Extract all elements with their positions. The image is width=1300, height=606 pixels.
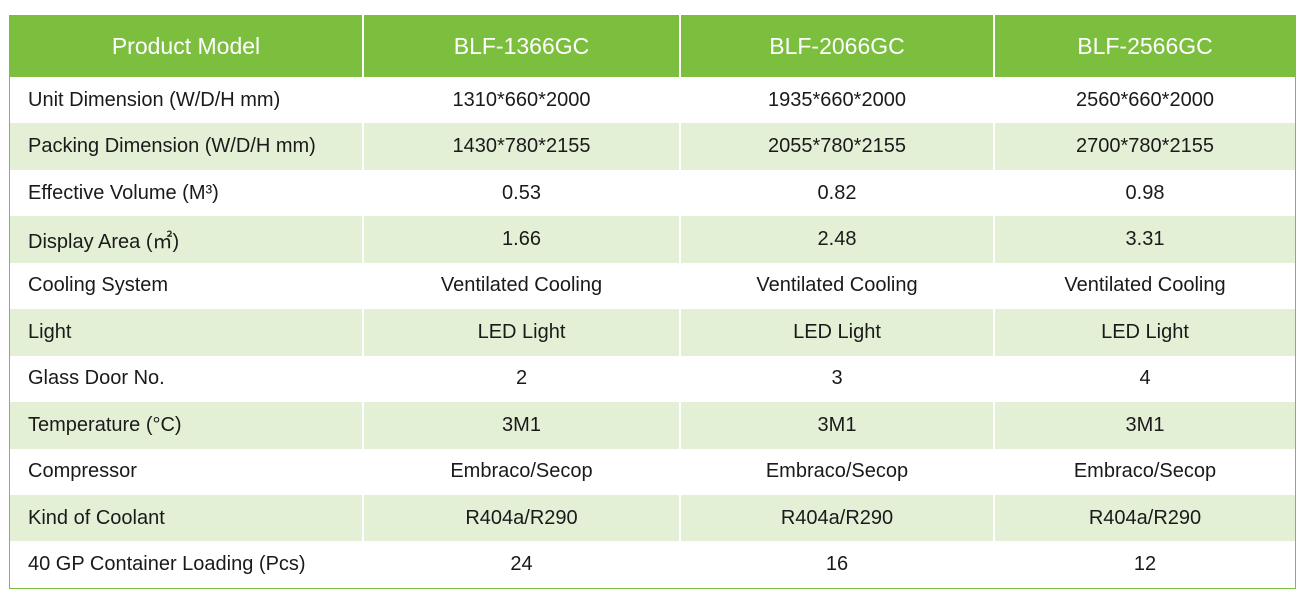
row-label: Packing Dimension (W/D/H mm) — [10, 123, 362, 170]
header-row: Product Model BLF-1366GC BLF-2066GC BLF-… — [10, 15, 1295, 77]
row-label: Glass Door No. — [10, 355, 362, 403]
row-value: 3M1 — [362, 402, 679, 449]
row-label: Compressor — [10, 448, 362, 495]
header-model-cell: BLF-1366GC — [362, 15, 679, 77]
table-row: Kind of Coolant R404a/R290 R404a/R290 R4… — [10, 494, 1295, 542]
row-label: Cooling System — [10, 262, 362, 310]
row-value: 1430*780*2155 — [362, 123, 679, 170]
header-model-cell: BLF-2566GC — [993, 15, 1295, 77]
row-label: Unit Dimension (W/D/H mm) — [10, 77, 362, 124]
row-value: 3.31 — [993, 216, 1295, 263]
row-value: 4 — [993, 355, 1295, 403]
row-value: Ventilated Cooling — [362, 262, 679, 310]
row-value: 2560*660*2000 — [993, 77, 1295, 124]
row-label: 40 GP Container Loading (Pcs) — [10, 541, 362, 588]
table-row: Packing Dimension (W/D/H mm) 1430*780*21… — [10, 123, 1295, 170]
row-label: Display Area (㎡) — [10, 216, 362, 263]
table-row: Light LED Light LED Light LED Light — [10, 309, 1295, 356]
row-value: R404a/R290 — [679, 494, 993, 542]
row-value: R404a/R290 — [362, 494, 679, 542]
table-row: Cooling System Ventilated Cooling Ventil… — [10, 262, 1295, 310]
spec-table: Product Model BLF-1366GC BLF-2066GC BLF-… — [9, 15, 1296, 589]
row-value: 0.53 — [362, 169, 679, 217]
row-label: Light — [10, 309, 362, 356]
row-value: LED Light — [993, 309, 1295, 356]
row-value: Embraco/Secop — [993, 448, 1295, 495]
table-row: Glass Door No. 2 3 4 — [10, 355, 1295, 403]
row-value: 2700*780*2155 — [993, 123, 1295, 170]
table-row: Compressor Embraco/Secop Embraco/Secop E… — [10, 448, 1295, 495]
row-value: 2.48 — [679, 216, 993, 263]
row-value: Embraco/Secop — [362, 448, 679, 495]
row-label: Temperature (°C) — [10, 402, 362, 449]
row-value: R404a/R290 — [993, 494, 1295, 542]
row-value: LED Light — [679, 309, 993, 356]
row-value: 1310*660*2000 — [362, 77, 679, 124]
row-value: 3 — [679, 355, 993, 403]
row-value: 2 — [362, 355, 679, 403]
row-value: 2055*780*2155 — [679, 123, 993, 170]
table-row: Temperature (°C) 3M1 3M1 3M1 — [10, 402, 1295, 449]
row-value: Ventilated Cooling — [993, 262, 1295, 310]
header-model-cell: BLF-2066GC — [679, 15, 993, 77]
row-label: Kind of Coolant — [10, 494, 362, 542]
row-value: 0.82 — [679, 169, 993, 217]
row-value: 24 — [362, 541, 679, 588]
table-row: Display Area (㎡) 1.66 2.48 3.31 — [10, 216, 1295, 263]
row-value: 12 — [993, 541, 1295, 588]
row-value: 1.66 — [362, 216, 679, 263]
header-label-cell: Product Model — [10, 15, 362, 77]
row-value: 3M1 — [679, 402, 993, 449]
table-row: Unit Dimension (W/D/H mm) 1310*660*2000 … — [10, 77, 1295, 124]
row-value: 1935*660*2000 — [679, 77, 993, 124]
row-value: Ventilated Cooling — [679, 262, 993, 310]
row-value: Embraco/Secop — [679, 448, 993, 495]
table-row: Effective Volume (M³) 0.53 0.82 0.98 — [10, 169, 1295, 217]
table-row: 40 GP Container Loading (Pcs) 24 16 12 — [10, 541, 1295, 588]
row-value: 16 — [679, 541, 993, 588]
row-value: LED Light — [362, 309, 679, 356]
row-value: 0.98 — [993, 169, 1295, 217]
row-value: 3M1 — [993, 402, 1295, 449]
row-label: Effective Volume (M³) — [10, 169, 362, 217]
